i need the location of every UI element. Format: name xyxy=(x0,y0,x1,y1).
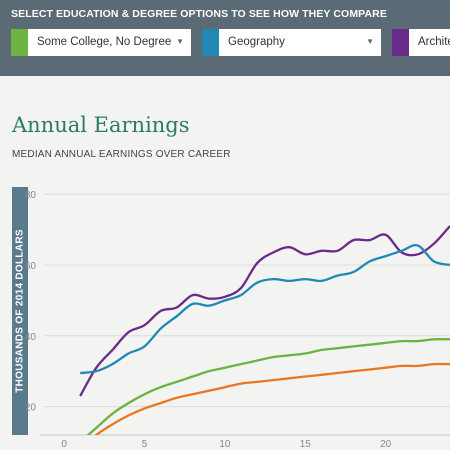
education-select-1[interactable]: Some College, No Degree ▼ xyxy=(11,29,191,56)
y-tick-label: 80 xyxy=(25,190,37,201)
series-color-swatch xyxy=(202,29,219,56)
selection-prompt: SELECT EDUCATION & DEGREE OPTIONS TO SEE… xyxy=(11,8,387,20)
x-tick-label: 5 xyxy=(142,439,148,450)
education-select-1-label: Some College, No Degree xyxy=(37,36,172,48)
y-tick-label: 40 xyxy=(25,332,37,343)
series-line-3 xyxy=(94,362,450,435)
education-select-3[interactable]: Archite xyxy=(392,29,450,56)
series-color-swatch xyxy=(392,29,409,56)
series-color-swatch xyxy=(11,29,28,56)
chart-title: Annual Earnings xyxy=(12,113,190,137)
chart-subtitle: MEDIAN ANNUAL EARNINGS OVER CAREER xyxy=(12,149,231,160)
y-tick-label: 60 xyxy=(25,261,37,272)
y-axis-label-bar xyxy=(12,187,28,435)
x-tick-label: 15 xyxy=(300,439,312,450)
x-tick-label: 10 xyxy=(219,439,231,450)
series-line-1 xyxy=(80,243,450,375)
education-select-2[interactable]: Geography ▼ xyxy=(202,29,381,56)
y-tick-label: 20 xyxy=(25,403,37,414)
education-select-2-label: Geography xyxy=(228,36,285,48)
chevron-down-icon: ▼ xyxy=(176,37,184,46)
education-select-3-label: Archite xyxy=(418,36,450,48)
chevron-down-icon: ▼ xyxy=(366,37,374,46)
selection-bar: SELECT EDUCATION & DEGREE OPTIONS TO SEE… xyxy=(0,0,450,76)
x-tick-label: 0 xyxy=(61,439,67,450)
x-tick-label: 20 xyxy=(380,439,392,450)
series-line-0 xyxy=(79,225,450,397)
series-line-2 xyxy=(86,338,450,435)
